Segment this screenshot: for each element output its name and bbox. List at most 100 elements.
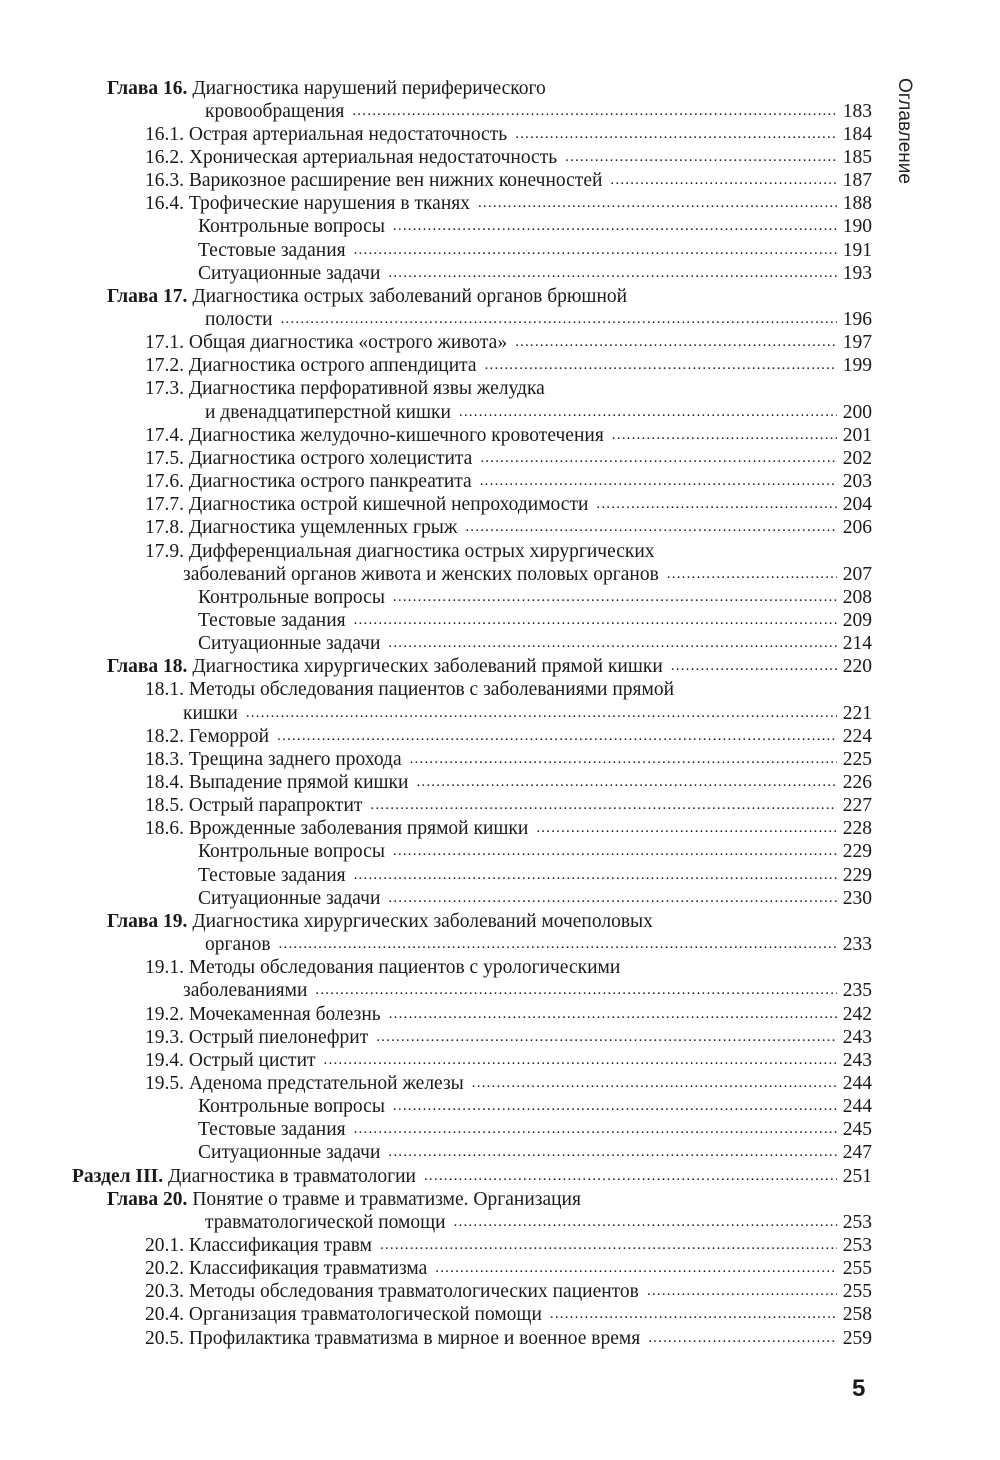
toc-page-number: 243 [842, 1049, 872, 1071]
toc-entry-text: 16.1. Острая артериальная недостаточност… [145, 123, 508, 145]
toc-page-number: 193 [842, 262, 872, 284]
toc-entry-title: Ситуационные задачи [198, 262, 380, 285]
toc-entry: 18.1. Методы обследования пациентов с за… [0, 678, 872, 701]
toc-entry-title: 17.5. Диагностика острого холецистита [145, 447, 472, 470]
toc-entry-title: 16.4. Трофические нарушения в тканях [145, 192, 470, 215]
toc-entry-text: 20.3. Методы обследования травматологиче… [145, 1281, 639, 1303]
toc-entry-text: 18.1. Методы обследования пациентов с за… [145, 679, 675, 701]
dot-leader [388, 1141, 836, 1164]
toc-page-number: 202 [842, 447, 872, 469]
toc-entry-title: Контрольные вопросы [198, 840, 385, 863]
toc-entry: органов 233 [0, 933, 872, 956]
toc-entry: кровообращения 183 [0, 100, 872, 123]
toc-entry-text: и двенадцатиперстной кишки [205, 401, 451, 423]
toc-page-number: 197 [842, 332, 872, 354]
dot-leader [352, 100, 836, 123]
dot-leader [515, 331, 837, 354]
toc-entry-text: Диагностика хирургических заболеваний пр… [187, 656, 663, 678]
toc-entry: 18.6. Врожденные заболевания прямой кишк… [0, 817, 872, 840]
toc-entry-title: 18.2. Геморрой [145, 725, 269, 748]
toc-entry-title: 19.5. Аденома предстательной железы [145, 1072, 464, 1095]
toc-entry-text: Контрольные вопросы [198, 586, 385, 608]
toc-page-number: 229 [842, 841, 872, 863]
dot-leader [388, 262, 836, 285]
toc-entry-title: 20.5. Профилактика травматизма в мирное … [145, 1327, 640, 1350]
toc-entry-label: Глава 16. [107, 77, 188, 99]
toc-page-number: 188 [842, 193, 872, 215]
toc-entry: 20.3. Методы обследования травматологиче… [0, 1280, 872, 1303]
dot-leader [315, 979, 836, 1002]
toc-entry-title: 18.1. Методы обследования пациентов с за… [145, 678, 674, 701]
toc-entry-title: 17.9. Дифференциальная диагностика остры… [145, 540, 655, 563]
toc-entry: Контрольные вопросы 244 [0, 1095, 872, 1118]
toc-entry: 20.1. Классификация травм 253 [0, 1234, 872, 1257]
toc-entry: 17.8. Диагностика ущемленных грыж 206 [0, 516, 872, 539]
toc-entry-text: 18.3. Трещина заднего прохода [145, 748, 402, 770]
toc-entry-title: 17.3. Диагностика перфоративной язвы жел… [145, 377, 545, 400]
toc-page-number: 253 [842, 1211, 872, 1233]
toc-entry: 17.5. Диагностика острого холецистита 202 [0, 447, 872, 470]
toc-entry-text: Диагностика хирургических заболеваний мо… [187, 910, 653, 932]
dot-leader [416, 771, 836, 794]
dot-leader [388, 887, 836, 910]
dot-leader [550, 1303, 837, 1326]
toc-entry-text: Тестовые задания [198, 1119, 346, 1141]
toc-entry: 17.1. Общая диагностика «острого живота»… [0, 331, 872, 354]
toc-page-number: 200 [842, 401, 872, 423]
toc-entry-title: Тестовые задания [198, 864, 346, 887]
toc-entry-text: Диагностика нарушений периферического [187, 77, 546, 99]
dot-leader [459, 401, 837, 424]
dot-leader [393, 215, 837, 238]
dot-leader [354, 239, 837, 262]
dot-leader [281, 308, 837, 331]
dot-leader [612, 424, 837, 447]
toc-entry: 20.2. Классификация травматизма 255 [0, 1257, 872, 1280]
toc-entry: Ситуационные задачи 247 [0, 1141, 872, 1164]
toc-entry: 17.9. Дифференциальная диагностика остры… [0, 540, 872, 563]
toc-entry: Глава 18. Диагностика хирургических забо… [0, 655, 872, 678]
toc-entry: 17.2. Диагностика острого аппендицита 199 [0, 354, 872, 377]
toc-entry-title: Контрольные вопросы [198, 215, 385, 238]
toc-entry-title: Контрольные вопросы [198, 586, 385, 609]
toc-entry-title: Контрольные вопросы [198, 1095, 385, 1118]
toc-entry-text: 19.3. Острый пиелонефрит [145, 1026, 369, 1048]
toc-entry: 16.1. Острая артериальная недостаточност… [0, 123, 872, 146]
dot-leader [671, 655, 837, 678]
toc-entry-text: Ситуационные задачи [198, 887, 381, 909]
toc-entry-title: 16.2. Хроническая артериальная недостато… [145, 146, 557, 169]
toc-page-number: 199 [842, 355, 872, 377]
toc-page-number: 184 [842, 123, 872, 145]
dot-leader [515, 123, 837, 146]
toc-entry-text: заболеваниями [183, 980, 308, 1002]
toc-entry-text: Понятие о травме и травматизме. Организа… [187, 1188, 581, 1210]
toc-entry: 20.5. Профилактика травматизма в мирное … [0, 1327, 872, 1350]
toc-entry: Ситуационные задачи 193 [0, 262, 872, 285]
toc-page-number: 245 [842, 1119, 872, 1141]
dot-leader [596, 493, 836, 516]
dot-leader [389, 1003, 837, 1026]
toc-entry-title: Раздел III. Диагностика в травматологии [72, 1165, 416, 1188]
dot-leader [277, 725, 837, 748]
toc-entry-text: травматологической помощи [205, 1211, 446, 1233]
toc-entry-label: Глава 19. [107, 910, 188, 932]
toc-entry: 17.3. Диагностика перфоративной язвы жел… [0, 377, 872, 400]
toc-page-number: 190 [842, 216, 872, 238]
dot-leader [610, 169, 836, 192]
toc-entry: 16.2. Хроническая артериальная недостато… [0, 146, 872, 169]
toc-page-number: 204 [842, 494, 872, 516]
toc-page-number: 183 [842, 100, 872, 122]
toc-entry: 19.5. Аденома предстательной железы 244 [0, 1072, 872, 1095]
toc-entry-label: Раздел III. [72, 1165, 164, 1187]
toc-entry-text: 19.2. Мочекаменная болезнь [145, 1003, 381, 1025]
toc-entry-title: Глава 16. Диагностика нарушений перифери… [107, 77, 546, 100]
toc-entry-text: 18.4. Выпадение прямой кишки [145, 772, 409, 793]
toc-entry-text: кровообращения [205, 100, 345, 122]
toc-page-number: 221 [842, 702, 872, 724]
toc-entry-text: кишки [183, 702, 238, 724]
dot-leader [354, 864, 837, 887]
toc-entry-title: 18.3. Трещина заднего прохода [145, 748, 402, 771]
toc-entry-title: 18.4. Выпадение прямой кишки [145, 771, 408, 794]
toc-page-number: 226 [842, 772, 872, 793]
toc-entry-text: Ситуационные задачи [198, 1142, 381, 1164]
dot-leader [410, 748, 837, 771]
